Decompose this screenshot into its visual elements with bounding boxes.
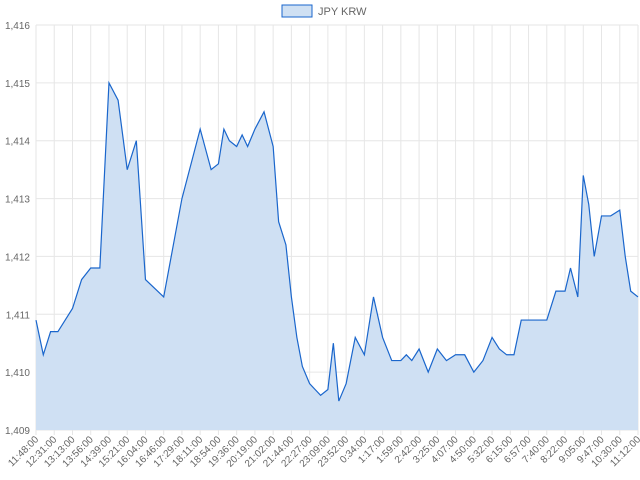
data-point[interactable]: [117, 99, 120, 102]
data-point[interactable]: [295, 336, 298, 339]
data-point[interactable]: [582, 174, 585, 177]
data-point[interactable]: [520, 319, 523, 322]
data-point[interactable]: [405, 353, 408, 356]
data-point[interactable]: [629, 290, 632, 293]
data-point[interactable]: [228, 139, 231, 142]
data-point[interactable]: [576, 295, 579, 298]
series-area-fill: [36, 82, 638, 430]
data-point[interactable]: [241, 133, 244, 136]
y-tick-label: 1,409: [5, 426, 30, 437]
data-point[interactable]: [481, 359, 484, 362]
data-point[interactable]: [491, 336, 494, 339]
data-point[interactable]: [418, 348, 421, 351]
data-point[interactable]: [326, 388, 329, 391]
data-point[interactable]: [545, 319, 548, 322]
series-line: [35, 80, 639, 402]
data-point[interactable]: [390, 359, 393, 362]
data-point[interactable]: [35, 319, 38, 322]
data-point[interactable]: [609, 214, 612, 217]
data-point[interactable]: [372, 295, 375, 298]
y-tick-label: 1,412: [5, 252, 30, 263]
x-axis: 11:48:0012:31:0013:13:0013:56:0014:39:00…: [6, 434, 640, 470]
data-point[interactable]: [363, 353, 366, 356]
data-point[interactable]: [354, 336, 357, 339]
data-point[interactable]: [554, 290, 557, 293]
data-point[interactable]: [263, 110, 266, 113]
data-point[interactable]: [42, 353, 45, 356]
data-point[interactable]: [217, 162, 220, 165]
data-point[interactable]: [144, 278, 147, 281]
data-point[interactable]: [71, 307, 74, 310]
data-point[interactable]: [527, 319, 530, 322]
y-tick-label: 1,411: [6, 310, 31, 321]
data-point[interactable]: [472, 371, 475, 374]
data-point[interactable]: [135, 139, 138, 142]
data-point[interactable]: [98, 267, 101, 270]
data-point[interactable]: [536, 319, 539, 322]
data-point[interactable]: [624, 255, 627, 258]
data-point[interactable]: [290, 295, 293, 298]
data-point[interactable]: [180, 197, 183, 200]
data-point[interactable]: [284, 243, 287, 246]
data-point[interactable]: [427, 371, 430, 374]
data-point[interactable]: [107, 81, 110, 84]
data-point[interactable]: [512, 353, 515, 356]
data-point[interactable]: [445, 359, 448, 362]
data-point[interactable]: [345, 382, 348, 385]
data-point[interactable]: [454, 353, 457, 356]
data-point[interactable]: [49, 330, 52, 333]
data-point[interactable]: [56, 330, 59, 333]
data-point[interactable]: [399, 359, 402, 362]
data-point[interactable]: [463, 353, 466, 356]
legend-swatch[interactable]: [281, 4, 313, 18]
data-point[interactable]: [314, 388, 317, 391]
data-point[interactable]: [162, 295, 165, 298]
data-point[interactable]: [564, 290, 567, 293]
data-point[interactable]: [210, 168, 213, 171]
data-point[interactable]: [618, 209, 621, 212]
data-point[interactable]: [199, 128, 202, 131]
data-point[interactable]: [64, 319, 67, 322]
data-point[interactable]: [569, 267, 572, 270]
data-point[interactable]: [80, 278, 83, 281]
y-tick-label: 1,415: [5, 79, 30, 90]
data-point[interactable]: [301, 365, 304, 368]
y-tick-label: 1,410: [5, 368, 30, 379]
data-point[interactable]: [436, 348, 439, 351]
data-point[interactable]: [410, 359, 413, 362]
series-area: [35, 80, 640, 430]
data-point[interactable]: [308, 382, 311, 385]
data-point[interactable]: [253, 128, 256, 131]
legend[interactable]: JPY KRW: [281, 4, 367, 18]
y-axis: 1,409 1,410 1,411 1,412 1,413 1,414 1,415 1,416: [5, 21, 30, 437]
data-point[interactable]: [337, 400, 340, 403]
data-point[interactable]: [235, 145, 238, 148]
data-point[interactable]: [222, 128, 225, 131]
data-point[interactable]: [272, 145, 275, 148]
data-point[interactable]: [332, 342, 335, 345]
data-point[interactable]: [498, 348, 501, 351]
data-point[interactable]: [277, 220, 280, 223]
data-point[interactable]: [505, 353, 508, 356]
data-point[interactable]: [637, 295, 640, 298]
data-point[interactable]: [89, 267, 92, 270]
y-tick-label: 1,416: [5, 21, 30, 32]
data-point[interactable]: [319, 394, 322, 397]
data-point[interactable]: [126, 168, 129, 171]
data-point[interactable]: [381, 336, 384, 339]
y-tick-label: 1,413: [5, 195, 30, 206]
y-tick-label: 1,414: [5, 137, 30, 148]
data-point[interactable]: [593, 255, 596, 258]
data-point[interactable]: [587, 203, 590, 206]
data-point[interactable]: [600, 214, 603, 217]
legend-label[interactable]: JPY KRW: [318, 6, 367, 18]
data-point[interactable]: [246, 145, 249, 148]
